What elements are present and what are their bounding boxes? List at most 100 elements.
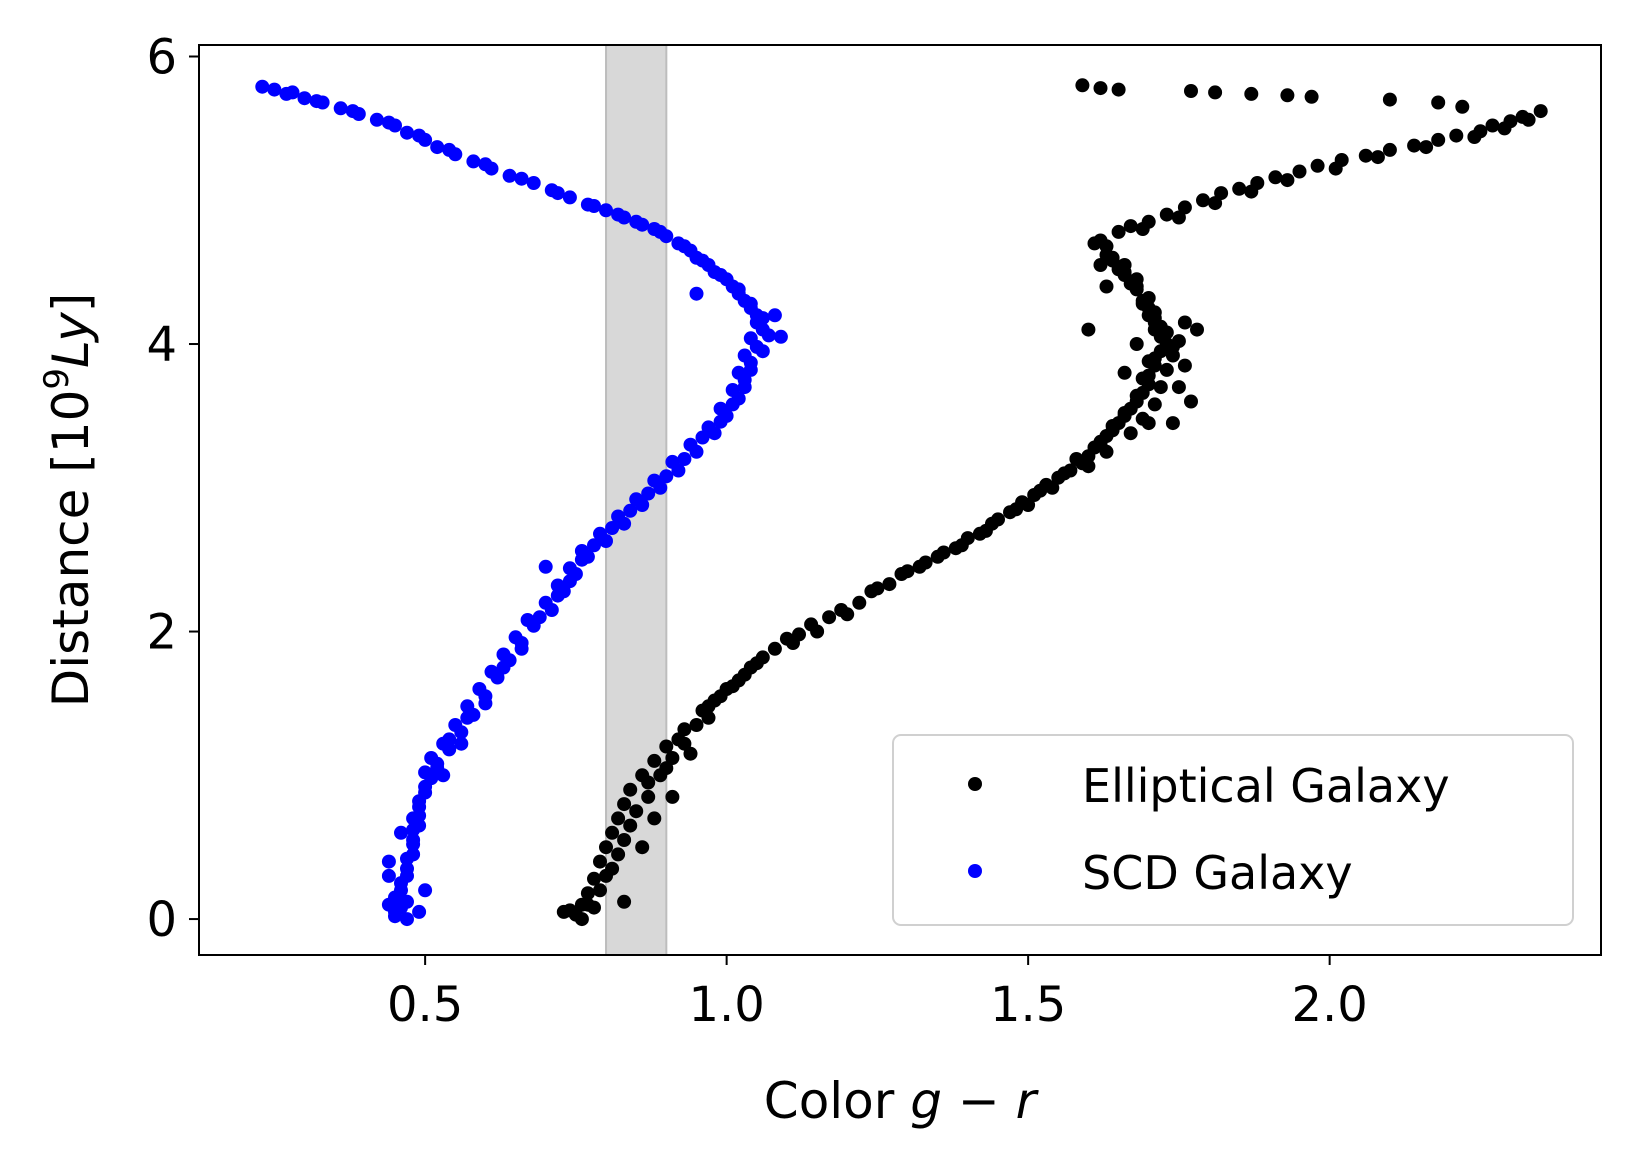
data-point [496, 660, 511, 675]
data-point [1431, 132, 1446, 147]
data-point [1093, 258, 1108, 272]
data-point [755, 344, 770, 359]
data-point [737, 380, 752, 395]
y-tick-label: 4 [146, 317, 177, 373]
data-point [767, 308, 782, 323]
data-point [1123, 219, 1138, 234]
data-point [381, 868, 396, 883]
data-point [1069, 452, 1084, 466]
data-point [918, 555, 933, 570]
data-point [424, 771, 439, 786]
data-point [840, 607, 855, 622]
data-point [593, 854, 607, 869]
data-point [647, 811, 662, 826]
data-point [1533, 104, 1548, 119]
series-layer [255, 78, 1548, 927]
data-point [611, 847, 626, 862]
data-point [1497, 121, 1512, 136]
data-point [653, 768, 668, 783]
data-point [369, 112, 384, 127]
x-axis: 0.5 1.0 1.5 2.0 [387, 955, 1368, 1033]
y-tick-label: 0 [146, 892, 177, 948]
data-point [550, 588, 565, 603]
data-point [1485, 118, 1500, 133]
data-point [599, 534, 613, 548]
data-point [550, 186, 565, 201]
data-point [695, 253, 710, 268]
data-point [743, 296, 758, 311]
x-tick-label: 0.5 [387, 977, 463, 1033]
y-tick-label: 2 [146, 605, 177, 661]
data-point [466, 154, 481, 169]
data-point [574, 552, 589, 567]
data-point [593, 883, 607, 898]
data-point [580, 886, 595, 901]
data-point [1419, 140, 1434, 155]
data-point [1111, 82, 1126, 97]
data-point [1141, 354, 1156, 369]
data-point [695, 430, 710, 445]
data-point [1382, 92, 1397, 107]
data-point [1280, 88, 1295, 103]
data-point [514, 171, 529, 186]
data-point [1033, 483, 1048, 498]
data-point [418, 785, 433, 800]
data-point [388, 909, 402, 924]
data-point [1190, 322, 1204, 337]
data-point [1521, 112, 1536, 127]
x-tick-label: 2.0 [1291, 977, 1367, 1033]
data-point [731, 673, 746, 688]
data-point [1328, 161, 1343, 176]
data-point [599, 840, 613, 855]
data-point [1304, 89, 1319, 104]
data-point [599, 203, 613, 218]
data-point [761, 328, 776, 343]
data-point [1292, 164, 1307, 179]
data-point [454, 725, 469, 740]
data-point [1184, 84, 1198, 98]
data-point [617, 797, 632, 812]
data-point [1370, 150, 1385, 165]
data-point [502, 168, 517, 183]
data-point [1105, 250, 1120, 265]
data-point [629, 804, 644, 819]
data-point [701, 699, 716, 714]
data-point [1075, 78, 1090, 93]
data-point [1177, 200, 1192, 215]
data-point [333, 101, 348, 116]
data-point [400, 894, 414, 909]
data-point [1177, 358, 1192, 373]
data-point [1358, 148, 1373, 163]
data-point [1382, 142, 1397, 157]
data-point [900, 564, 915, 579]
data-point [587, 199, 601, 213]
x-tick-label: 1.5 [990, 977, 1066, 1033]
data-point [297, 91, 312, 106]
data-point [623, 818, 638, 833]
legend-marker-scd [968, 864, 982, 878]
legend-box [892, 734, 1574, 926]
data-point [1009, 502, 1024, 517]
data-point [954, 538, 969, 553]
data-point [635, 217, 650, 232]
x-tick-label: 1.0 [688, 977, 764, 1033]
data-point [599, 868, 613, 883]
data-point [1208, 196, 1223, 211]
data-point [381, 854, 396, 869]
data-point [647, 753, 662, 768]
data-point [1196, 193, 1210, 208]
data-point [1455, 99, 1470, 114]
series-1 [255, 79, 788, 927]
data-point [1129, 337, 1144, 351]
data-point [870, 581, 885, 596]
data-point [689, 444, 704, 459]
data-point [1165, 416, 1180, 431]
data-point [641, 486, 656, 501]
data-point [1129, 388, 1144, 403]
data-point [538, 559, 553, 574]
data-point [345, 104, 360, 119]
data-point [562, 903, 577, 918]
data-point [1431, 95, 1446, 110]
data-point [1171, 334, 1186, 349]
data-point [267, 82, 282, 97]
